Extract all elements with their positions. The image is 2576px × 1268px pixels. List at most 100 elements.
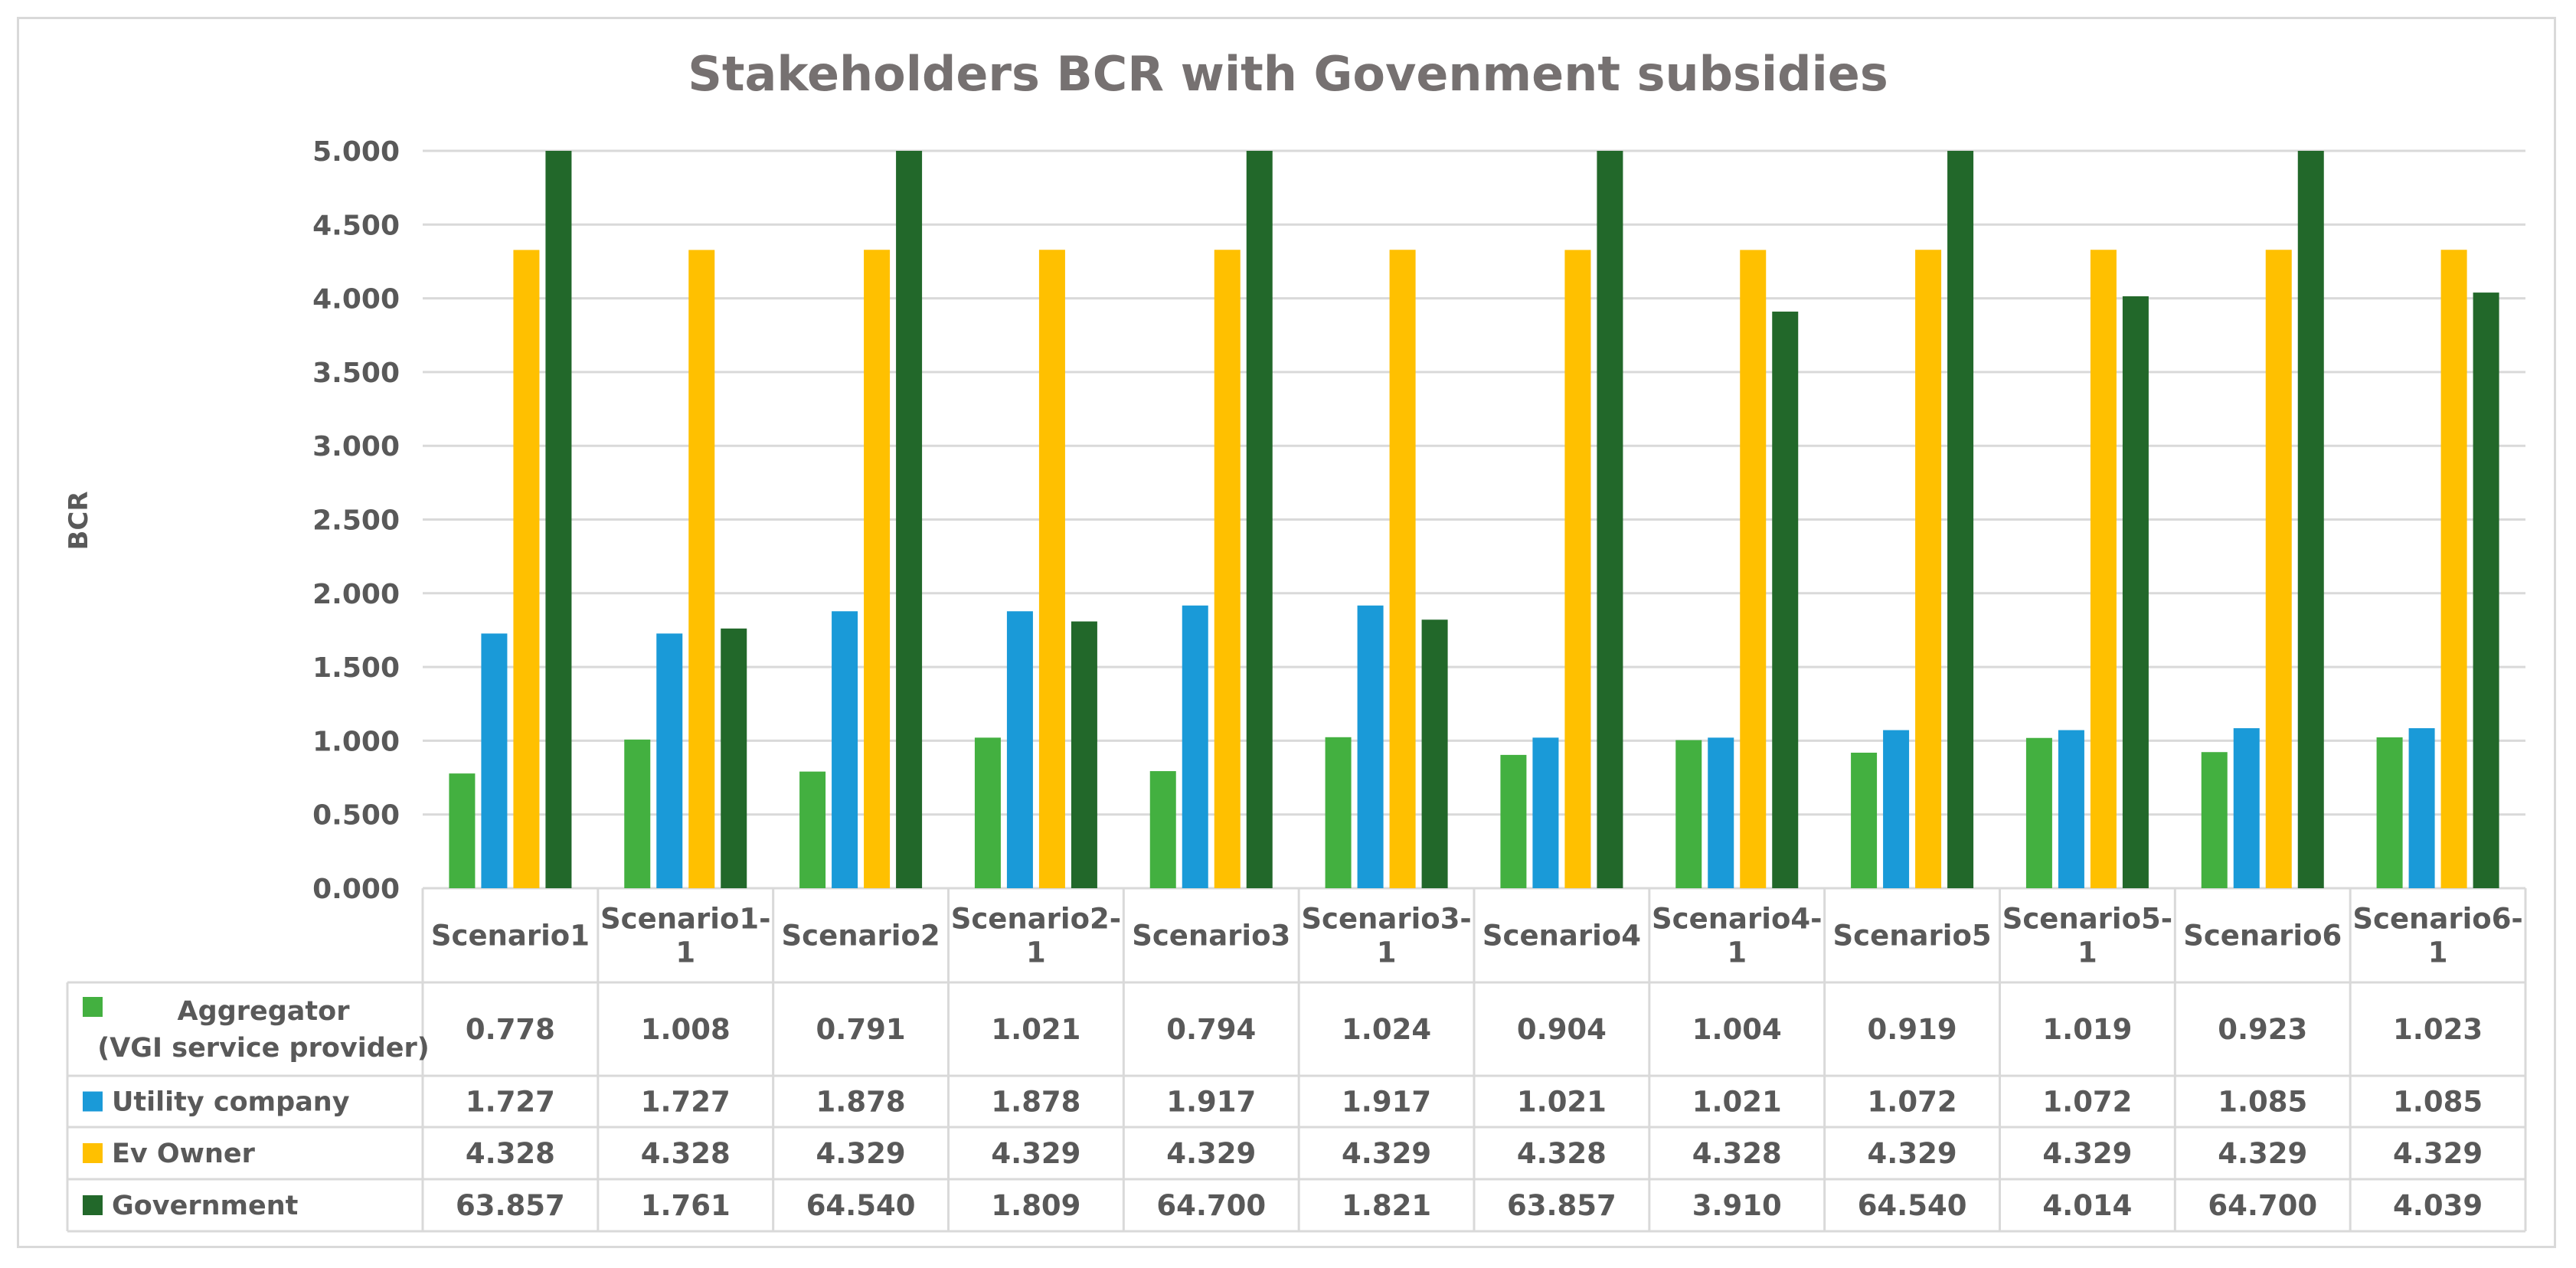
data-label: 0.904 <box>1517 1013 1607 1046</box>
x-tick-label: Scenario1- <box>600 903 770 936</box>
data-label: 1.024 <box>1342 1013 1431 1046</box>
data-label: 1.085 <box>2218 1086 2307 1119</box>
data-label: 4.329 <box>2393 1137 2483 1170</box>
data-label: 1.878 <box>991 1086 1080 1119</box>
data-label: 4.329 <box>2218 1137 2307 1170</box>
bar-ev-owner <box>513 250 540 888</box>
bar-aggregator <box>449 773 476 888</box>
y-tick-label: 2.000 <box>312 579 400 610</box>
legend-label: Government <box>112 1191 298 1221</box>
bar-aggregator <box>1851 753 1878 888</box>
bar-government <box>1772 311 1799 889</box>
data-label: 4.328 <box>1517 1137 1607 1170</box>
data-label: 4.329 <box>816 1137 906 1170</box>
data-label: 64.700 <box>1156 1189 1266 1222</box>
data-label: 4.329 <box>2042 1137 2132 1170</box>
x-tick-label: Scenario6 <box>2183 920 2342 953</box>
data-label: 4.329 <box>1342 1137 1431 1170</box>
data-label: 1.809 <box>991 1189 1080 1222</box>
bar-ev-owner <box>1915 250 1942 888</box>
x-tick-label: 1 <box>1026 936 1046 969</box>
data-label: 4.329 <box>1166 1137 1256 1170</box>
bar-utility-company <box>656 633 683 888</box>
data-label: 0.923 <box>2218 1013 2307 1046</box>
bar-aggregator <box>2376 737 2403 888</box>
data-label: 1.019 <box>2042 1013 2132 1046</box>
y-tick-label: 5.000 <box>312 136 400 168</box>
data-label: 1.917 <box>1342 1086 1431 1119</box>
x-tick-label: Scenario4 <box>1483 920 1641 953</box>
data-label: 0.919 <box>1868 1013 1957 1046</box>
bar-ev-owner <box>864 250 891 888</box>
legend-label: Ev Owner <box>112 1139 256 1169</box>
data-label: 1.727 <box>466 1086 555 1119</box>
bar-utility-company <box>481 633 508 888</box>
legend-swatch <box>83 1091 103 1112</box>
bar-utility-company <box>2058 730 2084 888</box>
data-label: 64.540 <box>806 1189 916 1222</box>
y-tick-label: 4.000 <box>312 284 400 315</box>
bar-utility-company <box>1883 730 1910 888</box>
data-label: 0.778 <box>466 1013 555 1046</box>
legend-swatch <box>83 1143 103 1163</box>
data-label: 1.917 <box>1166 1086 1256 1119</box>
bar-utility-company <box>832 611 858 888</box>
bar-government <box>1246 151 1273 888</box>
x-tick-label: 1 <box>675 936 695 969</box>
legend-label: Utility company <box>112 1087 350 1118</box>
y-axis-label: BCR <box>64 491 94 550</box>
data-label: 0.794 <box>1166 1013 1256 1046</box>
y-tick-label: 1.000 <box>312 726 400 757</box>
data-label: 1.021 <box>1517 1086 1607 1119</box>
data-label: 63.857 <box>456 1189 565 1222</box>
bar-ev-owner <box>1214 250 1241 888</box>
bar-government <box>545 151 572 888</box>
data-label: 1.008 <box>641 1013 731 1046</box>
bar-aggregator <box>1675 740 1702 888</box>
bar-aggregator <box>624 739 651 888</box>
data-label: 1.023 <box>2393 1013 2483 1046</box>
data-label: 1.004 <box>1692 1013 1782 1046</box>
bar-ev-owner <box>1564 250 1591 888</box>
bar-aggregator <box>2201 752 2228 888</box>
y-tick-label: 0.500 <box>312 800 400 832</box>
y-tick-label: 3.000 <box>312 431 400 462</box>
bar-aggregator <box>1325 737 1352 888</box>
bar-government <box>1071 621 1097 888</box>
bar-government <box>2473 292 2499 888</box>
bar-ev-owner <box>2265 250 2292 888</box>
data-label: 0.791 <box>816 1013 906 1046</box>
bar-aggregator <box>2025 737 2052 888</box>
legend-label: (VGI service provider) <box>97 1033 430 1064</box>
data-label: 4.328 <box>641 1137 731 1170</box>
x-tick-label: Scenario2- <box>951 903 1121 936</box>
data-label: 1.085 <box>2393 1086 2483 1119</box>
bar-utility-company <box>1182 605 1208 888</box>
x-tick-label: Scenario5 <box>1833 920 1992 953</box>
bar-utility-company <box>2408 728 2435 888</box>
data-label: 1.072 <box>1868 1086 1957 1119</box>
data-label: 1.021 <box>1692 1086 1782 1119</box>
y-tick-label: 3.500 <box>312 358 400 389</box>
bar-utility-company <box>1006 611 1033 888</box>
x-tick-label: Scenario3 <box>1132 920 1290 953</box>
bar-government <box>1421 619 1448 888</box>
legend-label: Aggregator <box>178 996 351 1027</box>
bar-government <box>721 628 747 888</box>
bar-ev-owner <box>1389 250 1416 888</box>
data-label: 4.329 <box>991 1137 1080 1170</box>
bar-ev-owner <box>1740 250 1767 888</box>
bar-aggregator <box>799 771 826 888</box>
x-tick-label: Scenario1 <box>431 920 590 953</box>
bar-aggregator <box>974 737 1001 888</box>
bar-ev-owner <box>1038 250 1065 888</box>
bar-ev-owner <box>2090 250 2117 888</box>
x-tick-label: 1 <box>1377 936 1397 969</box>
data-label: 1.072 <box>2042 1086 2132 1119</box>
bar-aggregator <box>1149 771 1176 888</box>
data-label: 1.761 <box>641 1189 731 1222</box>
data-label: 3.910 <box>1692 1189 1782 1222</box>
data-label: 1.821 <box>1342 1189 1431 1222</box>
bar-utility-company <box>1532 737 1559 888</box>
